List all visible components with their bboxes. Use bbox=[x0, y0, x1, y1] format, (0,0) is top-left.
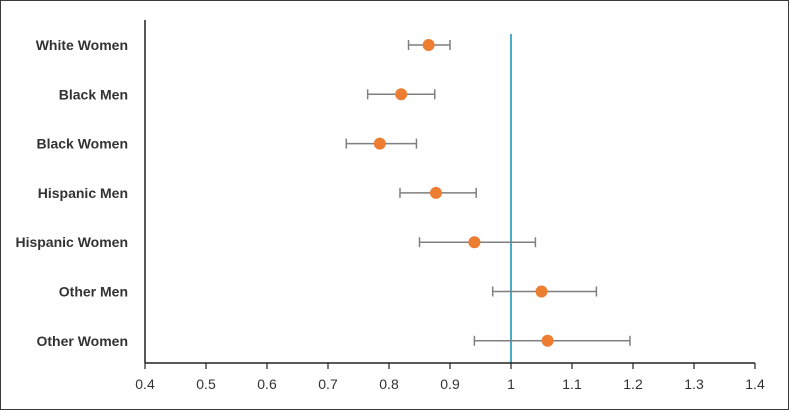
x-tick-label: 0.8 bbox=[379, 376, 399, 392]
x-tick-label: 1.1 bbox=[562, 376, 582, 392]
estimate-point bbox=[373, 137, 386, 150]
category-label: Black Men bbox=[59, 86, 128, 102]
category-label: Hispanic Women bbox=[15, 234, 128, 250]
x-tick-label: 0.6 bbox=[257, 376, 277, 392]
estimate-point bbox=[429, 186, 442, 199]
x-tick-label: 0.5 bbox=[196, 376, 216, 392]
x-tick-label: 1.2 bbox=[623, 376, 643, 392]
x-tick-label: 0.7 bbox=[318, 376, 338, 392]
category-label: Hispanic Men bbox=[38, 185, 128, 201]
estimate-point bbox=[422, 39, 435, 51]
category-label: Black Women bbox=[36, 136, 128, 152]
x-tick-label: 1.4 bbox=[745, 376, 765, 392]
x-tick-label: 1.3 bbox=[684, 376, 704, 392]
estimate-point bbox=[541, 334, 554, 347]
estimate-point bbox=[395, 88, 408, 101]
x-tick-label: 1 bbox=[507, 376, 515, 392]
x-tick-label: 0.9 bbox=[440, 376, 460, 392]
category-label: Other Women bbox=[36, 333, 128, 349]
category-label: Other Men bbox=[59, 284, 128, 300]
x-tick-label: 0.4 bbox=[135, 376, 155, 392]
category-label: White Women bbox=[36, 37, 128, 53]
estimate-point bbox=[535, 285, 548, 298]
estimate-point bbox=[468, 236, 481, 249]
